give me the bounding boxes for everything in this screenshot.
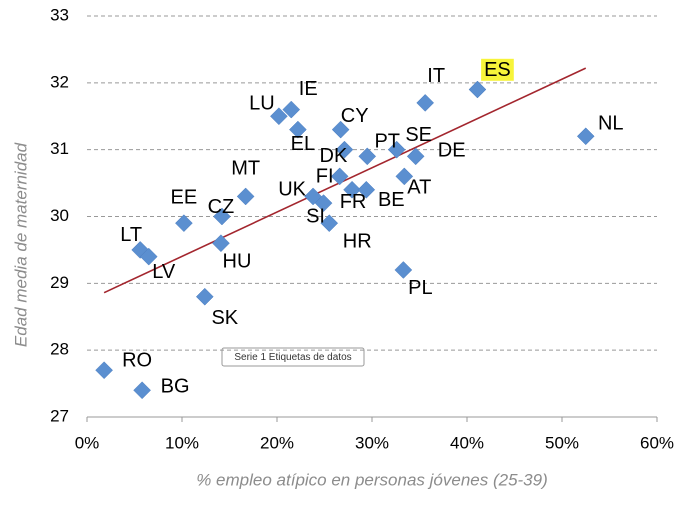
point-label: EL <box>291 133 315 155</box>
y-tick-label: 30 <box>50 206 69 225</box>
data-point <box>282 100 301 119</box>
data-point <box>395 167 414 186</box>
data-point <box>213 207 231 226</box>
data-point <box>195 287 214 306</box>
point-label: LV <box>152 261 176 283</box>
point-label: IT <box>427 65 445 87</box>
highlight-layer <box>481 58 514 81</box>
point-label: EE <box>171 186 198 208</box>
data-point <box>387 140 406 159</box>
point-label: PL <box>408 277 432 299</box>
y-tick-label: 27 <box>50 406 69 425</box>
data-point <box>416 94 435 112</box>
point-label: FI <box>316 166 334 188</box>
point-label: LT <box>120 224 142 246</box>
data-point <box>468 80 487 99</box>
point-label: MT <box>231 158 260 180</box>
point-label: PT <box>374 131 400 153</box>
data-point <box>394 261 413 279</box>
point-label: HR <box>343 230 372 252</box>
data-point <box>236 187 255 206</box>
data-point <box>139 247 158 266</box>
point-label: RO <box>122 349 152 371</box>
point-label: IE <box>299 78 318 100</box>
data-point <box>406 147 425 166</box>
data-point <box>576 127 595 146</box>
data-point <box>335 140 354 159</box>
tooltip-box <box>221 347 365 367</box>
point-label: FR <box>340 191 367 213</box>
point-label: LU <box>249 93 275 115</box>
point-label: SE <box>405 124 432 146</box>
data-point <box>133 381 151 400</box>
point-label: UK <box>278 179 306 201</box>
point-label: CY <box>341 105 369 127</box>
data-point <box>314 194 333 212</box>
point-label: HU <box>223 251 252 273</box>
x-tick-label: 10% <box>165 433 199 452</box>
point-label: DE <box>438 140 466 162</box>
point-label: ES <box>484 59 511 81</box>
point-label: CZ <box>208 196 235 218</box>
data-point <box>289 120 307 139</box>
x-axis-title: % empleo atípico en personas jóvenes (25… <box>196 470 548 489</box>
data-point <box>330 167 349 186</box>
point-label: SK <box>211 307 238 329</box>
y-tick-label: 31 <box>50 139 69 158</box>
tooltip: Serie 1 Etiquetas de datos <box>234 352 351 363</box>
x-tick-label: 50% <box>545 433 579 452</box>
point-label: BG <box>161 376 190 398</box>
point-label: AT <box>407 177 431 199</box>
data-point <box>358 147 377 166</box>
y-tick-label: 33 <box>50 5 69 24</box>
data-point <box>320 214 339 233</box>
point-label: DK <box>320 145 348 167</box>
data-point <box>343 180 361 199</box>
y-axis-title: Edad media de maternidad <box>11 142 30 347</box>
point-label: NL <box>598 113 624 135</box>
x-tick-label: 60% <box>640 433 674 452</box>
label-highlight <box>481 58 514 81</box>
data-point <box>331 120 350 139</box>
point-label: BE <box>378 189 405 211</box>
trend-line <box>103 67 587 294</box>
y-tick-label: 28 <box>50 340 69 359</box>
data-point <box>212 234 230 253</box>
data-point <box>95 361 113 380</box>
point-label: SI <box>306 205 325 227</box>
y-tick-label: 32 <box>50 72 69 91</box>
data-point <box>175 214 193 233</box>
x-tick-label: 0% <box>75 433 100 452</box>
y-tick-label: 29 <box>50 273 69 292</box>
x-tick-label: 30% <box>355 433 389 452</box>
data-point <box>357 180 376 199</box>
x-tick-label: 20% <box>260 433 294 452</box>
data-point <box>270 107 288 126</box>
x-tick-label: 40% <box>450 433 484 452</box>
